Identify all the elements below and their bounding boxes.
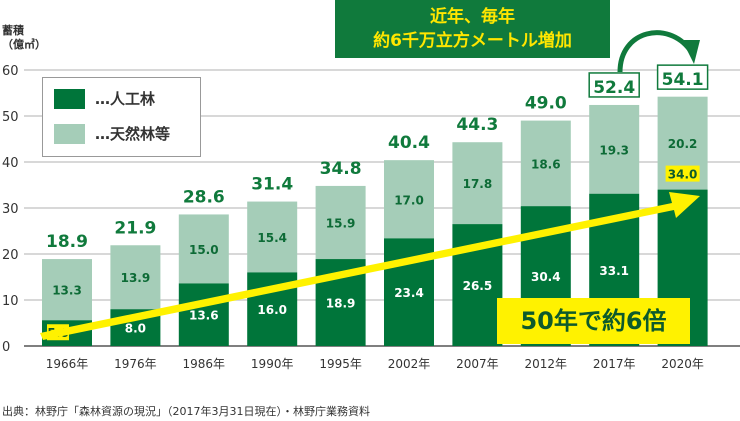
x-tick-label: 2012年	[525, 357, 568, 371]
data-label-natural: 13.9	[121, 271, 151, 285]
data-label-planted: 13.6	[189, 309, 219, 323]
bar-natural	[589, 104, 640, 194]
curved-arrow	[617, 30, 693, 73]
total-label: 31.4	[251, 175, 293, 195]
bar-natural	[520, 120, 571, 207]
bar-natural	[110, 245, 161, 310]
total-label: 34.8	[320, 159, 362, 179]
data-label-natural: 17.8	[463, 177, 493, 191]
total-label: 28.6	[183, 187, 225, 207]
data-label-planted: 26.5	[463, 279, 493, 293]
total-label: 52.4	[593, 78, 635, 98]
y-tick-label: 60	[2, 64, 19, 79]
total-label: 40.4	[388, 133, 430, 153]
legend: …人工林 …天然林等	[42, 77, 201, 157]
source-note: 出典：林野庁「森林資源の現況」（2017年3月31日現在）・林野庁業務資料	[2, 405, 370, 418]
total-label-box	[588, 72, 640, 98]
data-label-natural: 20.2	[668, 137, 698, 151]
y-tick-label: 10	[2, 294, 19, 309]
data-label-natural: 19.3	[599, 143, 629, 157]
data-label-planted: 8.0	[125, 322, 146, 336]
legend-swatch	[54, 88, 85, 109]
legend-item-natural: …天然林等	[54, 123, 170, 144]
total-label: 18.9	[46, 232, 88, 252]
bar-natural	[315, 185, 366, 260]
y-axis-label: 蓄積 （億㎥）	[2, 24, 46, 51]
x-tick-label: 1986年	[183, 357, 226, 371]
total-label: 21.9	[114, 218, 156, 238]
data-label-natural: 18.6	[531, 157, 561, 171]
bar-natural	[452, 142, 503, 225]
annotation-note: 近年、毎年 約6千万立方メートル増加	[335, 0, 610, 58]
x-tick-label: 1990年	[251, 357, 294, 371]
data-label-natural: 17.0	[394, 193, 424, 207]
bar-planted	[178, 283, 229, 346]
data-label-planted: 16.0	[257, 303, 287, 317]
total-label-box	[656, 64, 709, 90]
x-tick-label: 2002年	[388, 357, 431, 371]
x-tick-label: 2017年	[593, 357, 636, 371]
x-tick-label: 2020年	[661, 357, 704, 371]
bar-natural	[178, 214, 229, 284]
y-tick-label: 40	[2, 156, 19, 171]
x-tick-label: 1995年	[319, 357, 362, 371]
bar-natural	[42, 259, 92, 321]
data-label-planted: 34.0	[668, 168, 698, 182]
bar-natural	[247, 201, 298, 273]
curved-arrow-head	[682, 40, 700, 64]
trend-arrow	[40, 192, 700, 340]
x-tick-label: 2007年	[456, 357, 499, 371]
y-tick-label: 50	[2, 110, 19, 125]
y-tick-label: 30	[2, 202, 19, 217]
legend-swatch	[54, 123, 85, 144]
data-label-natural: 15.0	[189, 243, 219, 257]
data-label-planted: 23.4	[394, 286, 424, 300]
total-label: 54.1	[662, 70, 704, 90]
data-label-planted: 33.1	[599, 264, 629, 278]
total-label: 49.0	[525, 94, 567, 114]
y-tick-label: 0	[2, 340, 10, 355]
data-label-natural: 15.9	[326, 216, 356, 230]
data-label-natural: 15.4	[257, 231, 287, 245]
data-label-highlight	[665, 165, 700, 182]
legend-item-planted: …人工林	[54, 88, 155, 109]
data-label-planted: 18.9	[326, 297, 356, 311]
y-tick-label: 20	[2, 248, 19, 263]
data-label-natural: 13.3	[52, 284, 82, 298]
annotation-callout: 50年で約6倍	[497, 298, 690, 344]
total-label: 44.3	[456, 115, 498, 135]
data-label-planted: 30.4	[531, 270, 561, 284]
bar-natural	[384, 160, 434, 239]
x-tick-label: 1976年	[114, 357, 157, 371]
x-tick-label: 1966年	[46, 357, 89, 371]
